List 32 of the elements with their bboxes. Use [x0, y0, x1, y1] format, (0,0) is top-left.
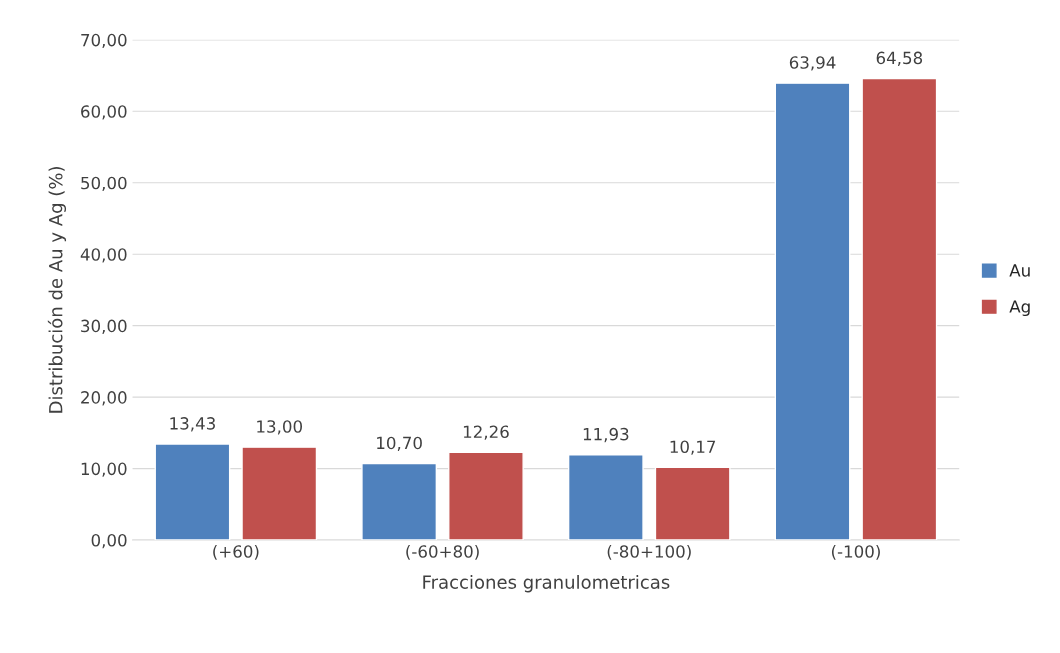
- bar: [861, 77, 938, 541]
- bar: [654, 466, 731, 541]
- x-tick-label: (+60): [213, 544, 259, 560]
- x-tick-label: (-80+100): [607, 544, 691, 560]
- data-label: 11,93: [583, 427, 629, 443]
- y-tick-label: 10,00: [81, 462, 127, 477]
- bar: [567, 454, 644, 541]
- y-tick-label: 40,00: [80, 248, 127, 263]
- y-tick-label: 70,00: [81, 33, 127, 49]
- x-axis-title: Fracciones granulometricas: [423, 574, 670, 593]
- bar: [774, 82, 851, 541]
- x-tick-label: (-60+80): [406, 544, 479, 560]
- y-tick-label: 0,00: [91, 533, 127, 549]
- y-axis-title: Distribución de Au y Ag (%): [47, 166, 67, 413]
- data-label: 13,00: [257, 420, 303, 435]
- data-label: 64,58: [876, 51, 923, 66]
- data-label: 10,17: [670, 440, 716, 455]
- bar: [361, 462, 438, 541]
- y-tick-label: 50,00: [81, 176, 127, 192]
- y-tick-label: 20,00: [81, 391, 127, 406]
- bar: [154, 443, 231, 541]
- legend-label: Ag: [1009, 300, 1030, 317]
- y-tick-label: 60,00: [81, 105, 127, 120]
- data-label: 12,26: [463, 425, 509, 440]
- y-tick-label: 30,00: [81, 319, 127, 334]
- bar: [241, 446, 318, 541]
- legend-label: Au: [1009, 264, 1030, 277]
- data-label: 10,70: [377, 436, 422, 451]
- data-label: 63,94: [789, 56, 836, 71]
- bar: [448, 451, 524, 541]
- x-tick-label: (-100): [831, 544, 880, 560]
- data-label: 13,43: [170, 417, 215, 432]
